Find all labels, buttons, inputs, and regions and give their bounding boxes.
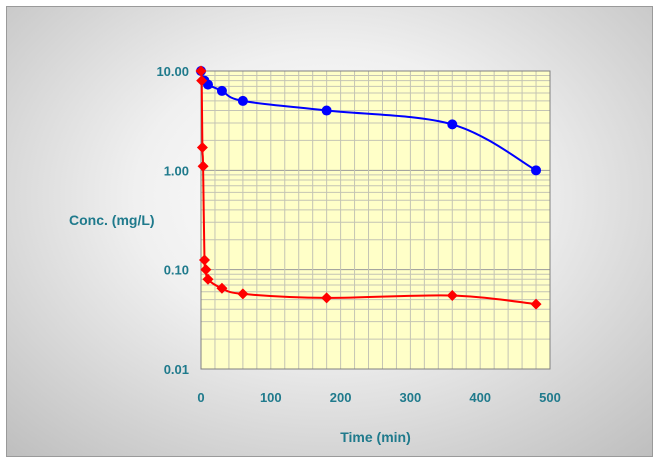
- x-tick-label: 300: [400, 390, 422, 405]
- data-point: [197, 160, 209, 172]
- series-layer: [195, 65, 542, 310]
- y-tick-label: 10.00: [156, 64, 189, 79]
- data-point: [196, 75, 208, 87]
- data-point: [196, 141, 208, 153]
- data-point: [321, 105, 332, 116]
- data-point: [530, 298, 542, 310]
- plot-area: [201, 71, 550, 369]
- y-tick-label: 0.10: [164, 263, 189, 278]
- data-point: [447, 119, 458, 130]
- vertical-gridlines: [214, 71, 537, 369]
- data-point: [200, 264, 212, 276]
- y-axis-title: Conc. (mg/L): [69, 212, 155, 228]
- x-axis-title: Time (min): [340, 429, 411, 445]
- x-tick-label: 400: [469, 390, 491, 405]
- horizontal-gridlines: [201, 75, 550, 370]
- y-axis-tick-labels: 10.00 1.00 0.10 0.01: [156, 64, 189, 377]
- data-point: [321, 292, 333, 304]
- x-tick-label: 0: [197, 390, 204, 405]
- x-tick-label: 100: [260, 390, 282, 405]
- data-point: [237, 95, 248, 106]
- data-point: [216, 85, 227, 96]
- data-point: [202, 273, 214, 285]
- x-tick-label: 500: [539, 390, 561, 405]
- data-point: [446, 289, 458, 301]
- data-point: [195, 65, 207, 77]
- y-tick-label: 0.01: [164, 362, 189, 377]
- plot-border: [200, 70, 551, 370]
- data-point: [198, 254, 210, 266]
- x-axis-tick-labels: 0 100 200 300 400 500: [197, 390, 560, 405]
- chart-area: 10.00 1.00 0.10 0.01 0 100 200 300 400 500 Conc.…: [6, 6, 653, 457]
- series-2: [195, 65, 542, 310]
- chart-svg: 10.00 1.00 0.10 0.01 0 100 200 300 400 500 Conc.…: [69, 64, 561, 445]
- y-tick-label: 1.00: [164, 163, 189, 178]
- x-tick-label: 200: [330, 390, 352, 405]
- data-point: [237, 288, 249, 300]
- data-point: [531, 165, 542, 176]
- data-point: [216, 282, 228, 294]
